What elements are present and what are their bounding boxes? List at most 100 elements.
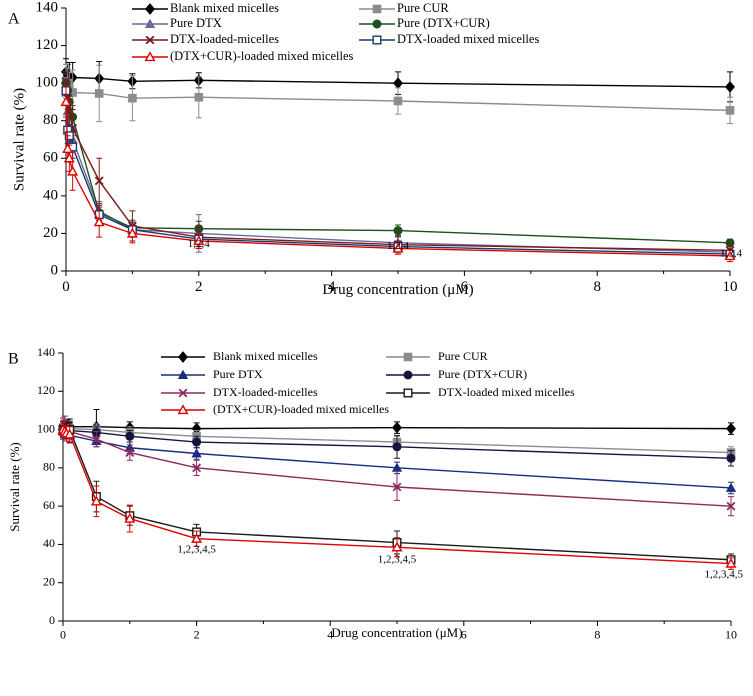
legend: Blank mixed micelles Pure CUR Pure DTX Pure… <box>132 1 539 63</box>
data-point <box>90 495 102 506</box>
legend-label: Pure DTX <box>213 367 263 381</box>
data-point <box>94 176 104 186</box>
x-tick-label: 0 <box>60 628 66 642</box>
y-tick-label: 80 <box>43 112 58 128</box>
data-point <box>725 482 737 492</box>
legend-item: Pure (DTX+CUR) <box>386 367 527 381</box>
legend-item: DTX-loaded-micelles <box>132 32 279 46</box>
legend-label: DTX-loaded mixed micelles <box>397 32 539 46</box>
data-point <box>726 453 736 463</box>
data-point <box>94 89 104 98</box>
legend-item: Pure DTX <box>161 367 263 381</box>
panel-label: B <box>8 351 19 368</box>
y-tick-label: 20 <box>43 574 55 588</box>
y-axis-label: Survival rate (%) <box>7 442 22 532</box>
legend-marker <box>145 3 155 15</box>
x-tick-label: 8 <box>594 628 600 642</box>
data-point <box>391 462 403 472</box>
y-tick-label: 120 <box>37 383 55 397</box>
data-point <box>125 448 135 457</box>
y-tick-label: 0 <box>51 262 59 278</box>
data-point <box>393 96 403 106</box>
legend-item: (DTX+CUR)-loaded mixed micelles <box>132 49 354 63</box>
legend-marker <box>177 369 189 379</box>
x-tick-label: 4 <box>328 279 336 295</box>
legend-item: Blank mixed micelles <box>161 349 318 363</box>
y-tick-label: 100 <box>36 75 59 91</box>
legend-label: Pure (DTX+CUR) <box>438 367 527 381</box>
data-point <box>93 216 105 227</box>
legend-item: Pure CUR <box>386 349 488 363</box>
annotation: 1,2,4 <box>188 238 211 250</box>
data-point <box>726 501 736 511</box>
legend-label: Blank mixed micelles <box>213 349 318 363</box>
legend-item: Pure DTX <box>132 16 222 30</box>
annotation: 1,2,4 <box>720 248 743 260</box>
x-tick-label: 8 <box>593 279 601 295</box>
data-point <box>124 512 136 523</box>
series-6 <box>60 86 736 263</box>
y-tick-label: 60 <box>43 498 55 512</box>
legend-label: Pure CUR <box>397 1 449 15</box>
legend-marker <box>178 351 188 363</box>
panel-b: B 0 20 40 60 80 100 120 140 0 2 4 6 8 10 Drug concentra… <box>7 345 744 642</box>
data-point <box>725 106 735 115</box>
data-point <box>392 442 402 452</box>
data-point <box>67 165 79 176</box>
series-6 <box>57 421 737 570</box>
data-point <box>128 93 137 103</box>
legend-item: Blank mixed micelles <box>132 1 279 15</box>
annotation: 1,2,4 <box>387 240 410 252</box>
legend-marker <box>177 404 189 415</box>
annotation: 1,2,3,4,5 <box>177 544 216 556</box>
data-point <box>393 226 403 236</box>
legend-marker <box>144 18 156 28</box>
data-point <box>391 541 403 552</box>
data-point <box>91 434 101 444</box>
y-tick-label: 60 <box>43 150 58 166</box>
y-tick-label: 140 <box>37 345 55 359</box>
data-point <box>725 557 737 568</box>
y-tick-label: 100 <box>37 421 55 435</box>
x-tick-label: 6 <box>461 279 469 295</box>
legend-label: Pure CUR <box>438 349 488 363</box>
y-tick-label: 0 <box>49 613 55 627</box>
data-point <box>125 431 135 441</box>
y-axis-label: Survival rate (%) <box>11 88 27 191</box>
legend-marker <box>372 35 382 45</box>
data-point <box>191 448 202 458</box>
annotation: 1,2,3,4,5 <box>378 553 417 565</box>
legend-label: (DTX+CUR)-loaded mixed micelles <box>170 49 354 63</box>
data-point <box>193 235 205 246</box>
legend-marker <box>372 19 382 29</box>
legend-marker <box>145 35 155 45</box>
data-point <box>126 227 138 238</box>
panel-a: A 0 20 40 60 80 100 120 140 0 2 4 6 8 10 Drug concentra… <box>8 0 743 298</box>
x-tick-label: 10 <box>725 628 737 642</box>
y-tick-label: 120 <box>36 37 59 53</box>
legend-label: DTX-loaded-micelles <box>170 32 279 46</box>
legend-item: Pure (DTX+CUR) <box>359 16 490 30</box>
legend: Blank mixed micelles Pure CUR Pure DTX Pure… <box>161 349 575 416</box>
x-tick-label: 0 <box>62 279 70 295</box>
data-point <box>724 250 736 261</box>
x-tick-label: 10 <box>723 279 738 295</box>
x-tick-label: 2 <box>194 628 200 642</box>
legend-item: DTX-loaded-micelles <box>161 385 318 399</box>
legend-label: (DTX+CUR)-loaded mixed micelles <box>213 402 389 416</box>
legend-label: Pure DTX <box>170 16 222 30</box>
legend-label: Blank mixed micelles <box>170 1 279 15</box>
data-point <box>192 463 202 473</box>
legend-marker <box>144 51 156 62</box>
data-point <box>725 81 735 93</box>
data-point <box>191 532 203 543</box>
y-tick-label: 40 <box>43 187 58 203</box>
legend-marker <box>403 370 413 380</box>
data-point <box>392 242 404 253</box>
legend-item: Pure CUR <box>359 1 449 15</box>
x-tick-label: 4 <box>327 628 333 642</box>
data-point <box>194 92 204 102</box>
data-point <box>60 96 72 107</box>
panel-label: A <box>8 11 20 28</box>
